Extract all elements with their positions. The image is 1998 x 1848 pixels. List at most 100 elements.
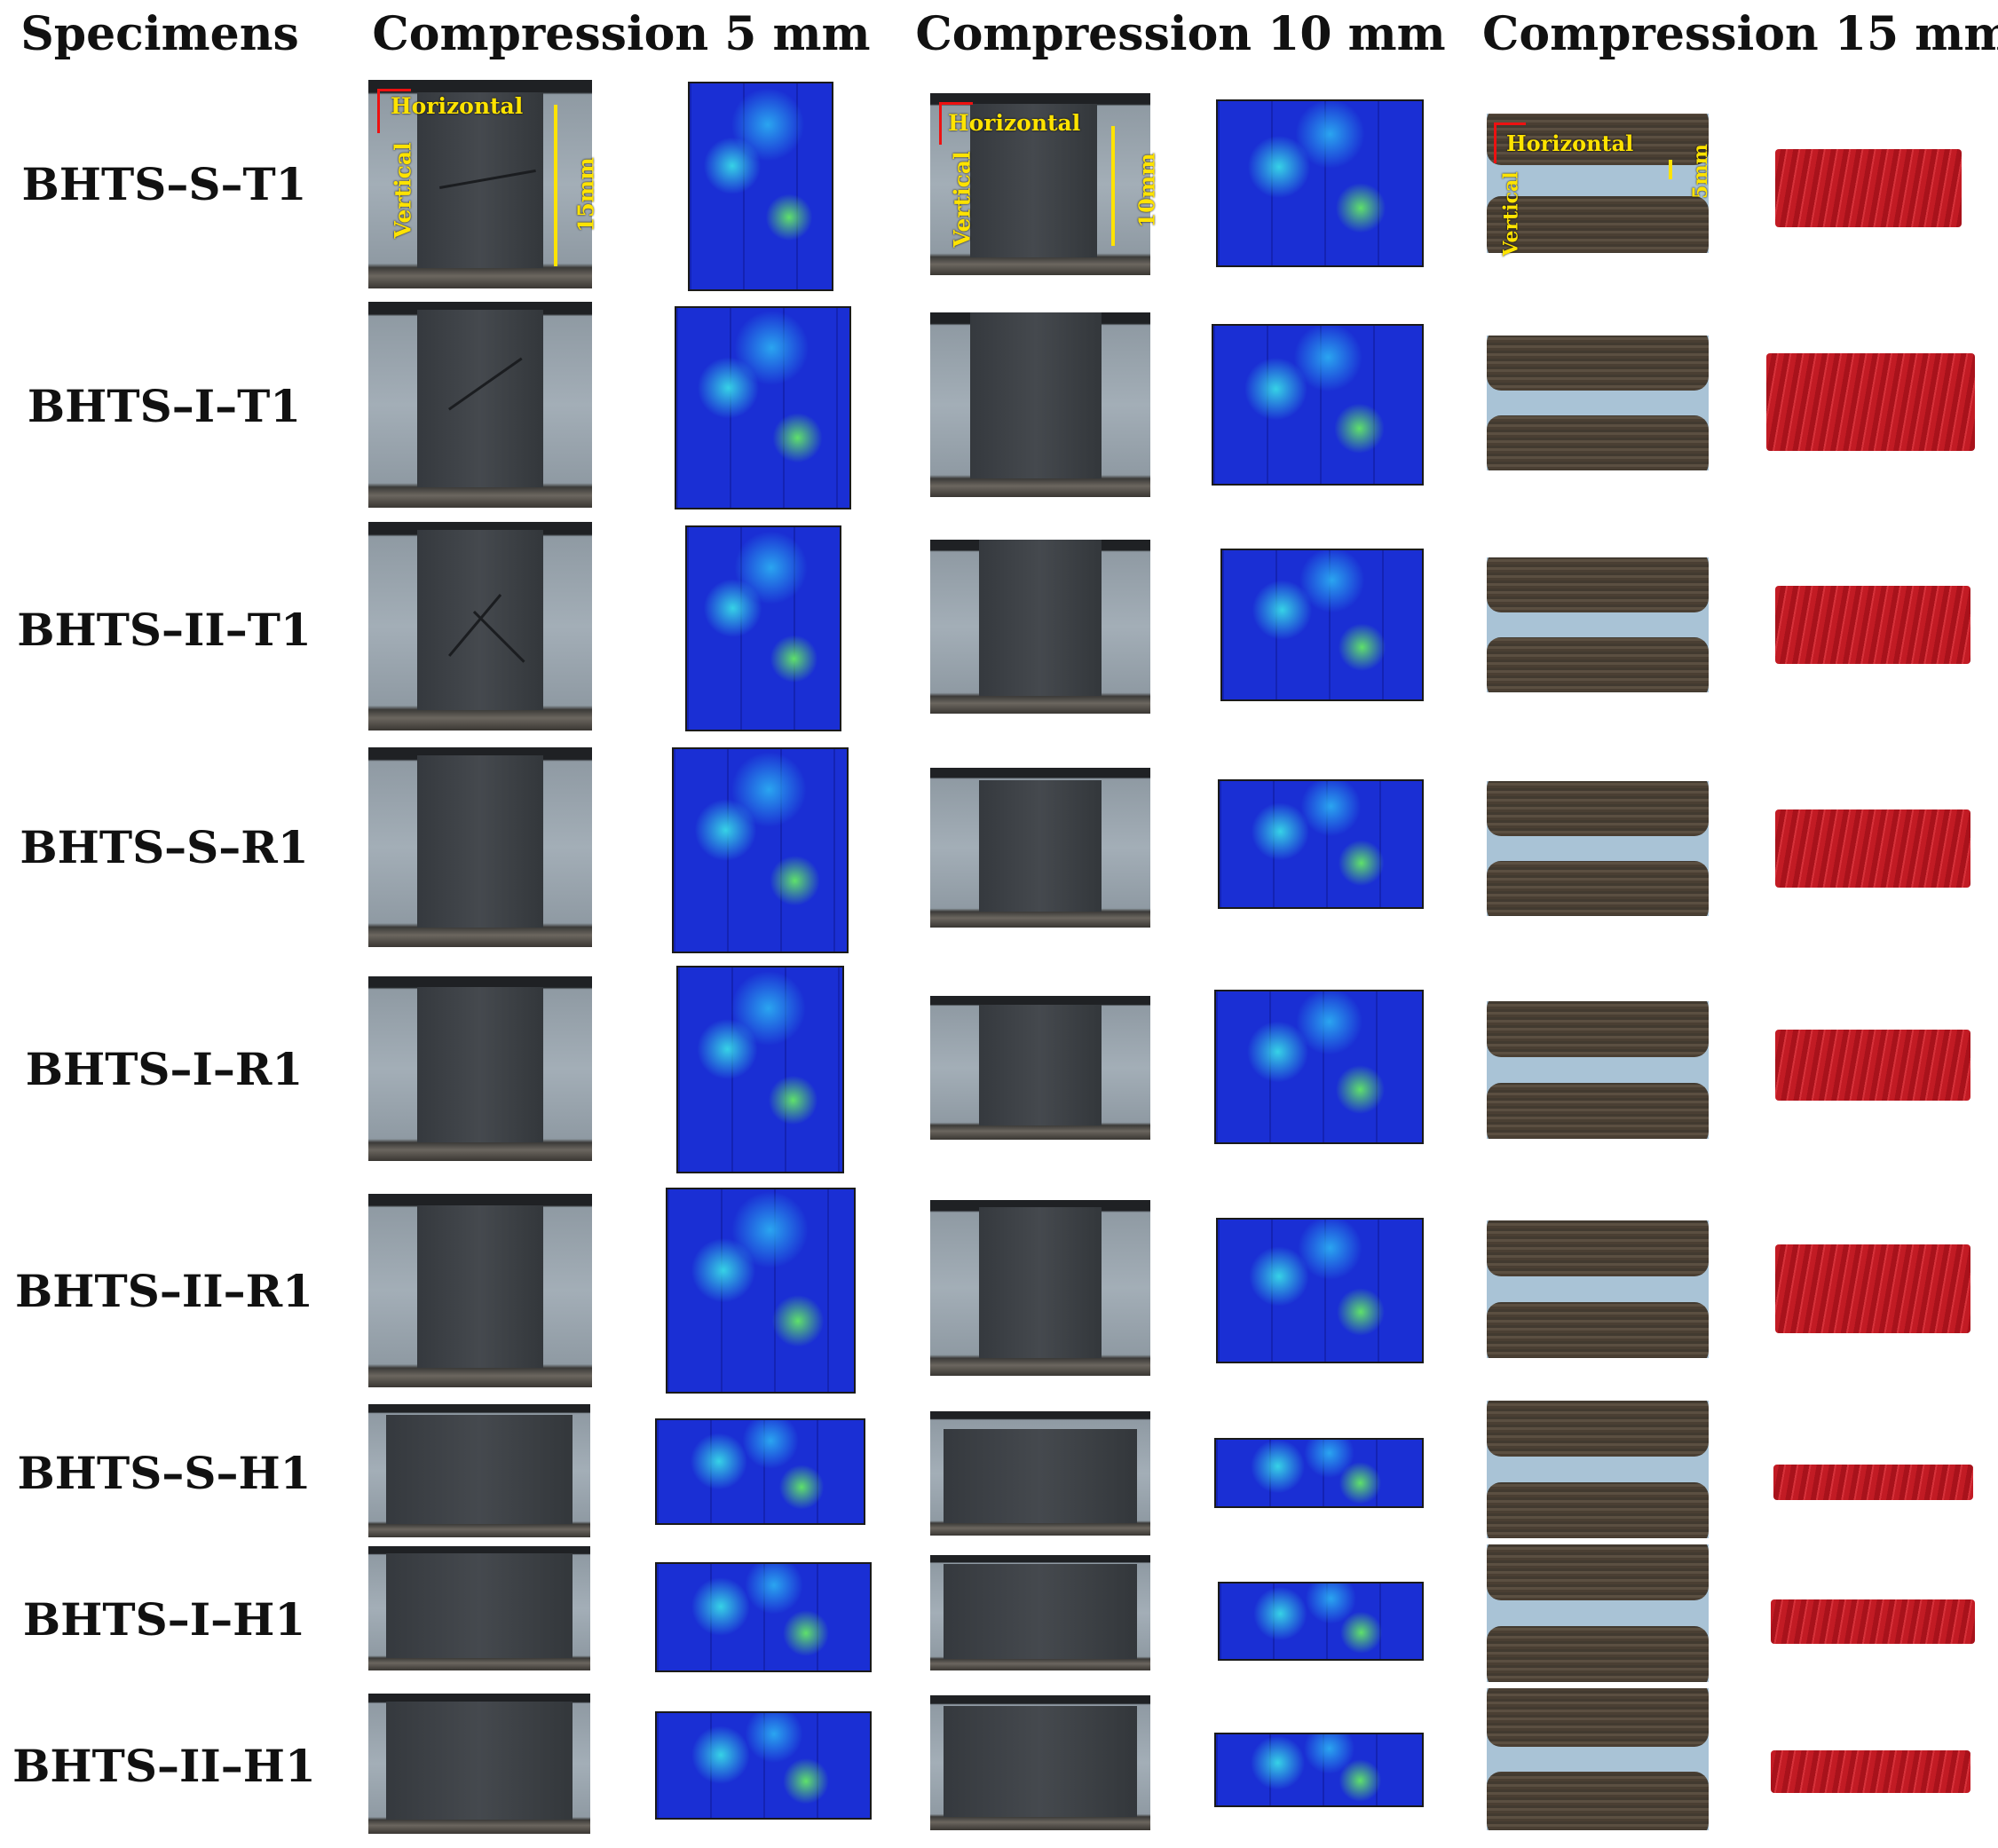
specimen-photo <box>368 1404 590 1537</box>
fem-crushed-model <box>1775 149 1962 227</box>
fem-simulation <box>675 306 851 509</box>
fem-simulation <box>685 525 841 731</box>
fem-crushed-model <box>1775 1030 1970 1101</box>
fem-simulation <box>1218 1582 1424 1661</box>
fem-simulation <box>1216 99 1424 267</box>
specimen-label: BHTS–I–T1 <box>27 380 302 432</box>
specimen-block <box>386 1702 573 1820</box>
fem-simulation <box>1214 1733 1424 1807</box>
fem-simulation <box>666 1188 856 1394</box>
press-photo <box>1487 114 1709 253</box>
specimen-photo <box>930 996 1150 1140</box>
fem-simulation <box>655 1711 872 1820</box>
specimen-block <box>978 540 1102 697</box>
vertical-arrow-icon <box>939 102 942 145</box>
specimen-block <box>417 1205 543 1369</box>
specimen-block <box>417 987 543 1143</box>
press-plate-bottom <box>1487 415 1709 470</box>
press-photo <box>1487 336 1709 470</box>
header-compression-15mm: Compression 15 mm <box>1482 7 1998 61</box>
specimen-block <box>978 1206 1102 1359</box>
press-plate-top <box>1487 1688 1709 1747</box>
specimen-block <box>943 1428 1138 1523</box>
specimen-photo <box>930 540 1150 714</box>
fem-simulation <box>1214 1438 1424 1508</box>
specimen-label: BHTS–I–R1 <box>25 1043 304 1095</box>
specimen-block <box>943 1564 1138 1659</box>
specimen-photo <box>368 1694 590 1834</box>
vertical-arrow-icon <box>1494 122 1497 163</box>
specimen-photo <box>368 1546 590 1670</box>
height-dimension-bar <box>1669 160 1672 179</box>
press-photo <box>1487 1544 1709 1682</box>
fem-crushed-model <box>1766 353 1975 451</box>
press-photo <box>1487 557 1709 692</box>
height-5mm-annotation: 5mm <box>1688 144 1712 199</box>
specimen-photo <box>930 312 1150 497</box>
press-plate-bottom <box>1487 1481 1709 1538</box>
press-plate-bottom <box>1487 1625 1709 1682</box>
fem-simulation <box>676 966 844 1173</box>
fem-crushed-model <box>1771 1750 1970 1793</box>
specimen-label: BHTS–I–H1 <box>22 1593 306 1646</box>
fem-crushed-model <box>1775 1244 1970 1333</box>
specimen-photo <box>368 302 592 508</box>
fem-simulation <box>655 1418 865 1525</box>
fem-simulation <box>1216 1218 1424 1363</box>
horizontal-annotation: Horizontal <box>1506 130 1634 156</box>
press-plate-top <box>1487 781 1709 836</box>
header-compression-5mm: Compression 5 mm <box>372 7 871 61</box>
specimen-label: BHTS–II–R1 <box>15 1265 313 1317</box>
specimen-label: BHTS–S–T1 <box>21 158 307 210</box>
specimen-block <box>386 1553 573 1658</box>
fem-simulation <box>672 747 849 953</box>
fem-crushed-model <box>1773 1465 1973 1500</box>
header-compression-10mm: Compression 10 mm <box>915 7 1446 61</box>
press-plate-top <box>1487 1001 1709 1058</box>
height-dimension-bar <box>554 105 557 266</box>
fem-simulation <box>1212 324 1424 486</box>
specimen-photo <box>930 1555 1150 1670</box>
press-plate-top <box>1487 1401 1709 1457</box>
specimen-photo <box>368 976 592 1161</box>
press-photo <box>1487 1688 1709 1830</box>
press-plate-bottom <box>1487 861 1709 916</box>
press-plate-bottom <box>1487 195 1709 253</box>
press-photo <box>1487 1001 1709 1139</box>
horizontal-arrow-icon <box>377 89 411 91</box>
fem-simulation <box>655 1562 872 1672</box>
specimen-block <box>386 1415 573 1524</box>
press-plate-bottom <box>1487 1082 1709 1139</box>
height-15mm-annotation: 15mm <box>573 157 599 233</box>
specimen-label: BHTS–II–H1 <box>12 1740 316 1792</box>
press-photo <box>1487 781 1709 916</box>
specimen-photo <box>930 1695 1150 1830</box>
press-plate-top <box>1487 1544 1709 1601</box>
press-plate-top <box>1487 114 1709 165</box>
specimen-block <box>943 1706 1138 1817</box>
specimen-photo <box>368 747 592 947</box>
vertical-annotation: Vertical <box>390 142 416 239</box>
press-plate-top <box>1487 557 1709 612</box>
press-plate-bottom <box>1487 1301 1709 1358</box>
press-plate-top <box>1487 1220 1709 1277</box>
specimen-block <box>978 1004 1102 1125</box>
press-photo <box>1487 1220 1709 1358</box>
specimen-block <box>417 755 543 928</box>
fem-simulation <box>688 82 833 291</box>
horizontal-arrow-icon <box>1494 122 1526 125</box>
fem-crushed-model <box>1771 1599 1975 1644</box>
specimen-block <box>969 312 1102 479</box>
vertical-annotation: Vertical <box>949 151 975 248</box>
fem-crushed-model <box>1775 586 1970 664</box>
press-plate-top <box>1487 336 1709 391</box>
horizontal-annotation: Horizontal <box>391 93 524 119</box>
fem-crushed-model <box>1775 809 1970 888</box>
specimen-block <box>417 310 543 487</box>
fem-simulation <box>1218 779 1424 909</box>
specimen-label: BHTS–S–H1 <box>17 1447 312 1499</box>
height-dimension-bar <box>1111 126 1115 246</box>
vertical-annotation: Vertical <box>1499 171 1523 257</box>
specimen-photo <box>930 768 1150 928</box>
vertical-arrow-icon <box>377 89 380 133</box>
